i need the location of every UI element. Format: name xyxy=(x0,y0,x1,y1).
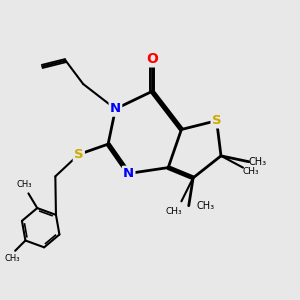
Text: CH₃: CH₃ xyxy=(196,201,214,211)
Text: CH₃: CH₃ xyxy=(4,254,20,263)
Text: S: S xyxy=(74,148,84,161)
Text: CH₃: CH₃ xyxy=(249,157,267,167)
Text: O: O xyxy=(146,52,158,66)
Text: N: N xyxy=(123,167,134,180)
Text: S: S xyxy=(212,114,221,127)
Text: CH₃: CH₃ xyxy=(242,167,259,176)
Text: CH₃: CH₃ xyxy=(16,180,32,189)
Text: N: N xyxy=(110,103,121,116)
Text: CH₃: CH₃ xyxy=(166,207,182,216)
